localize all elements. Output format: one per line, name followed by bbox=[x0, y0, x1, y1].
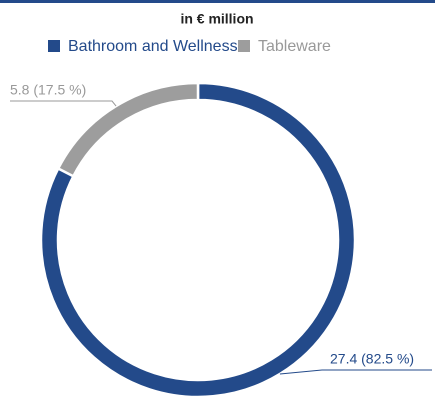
legend-label: Tableware bbox=[258, 38, 331, 55]
leader-line bbox=[10, 100, 117, 107]
top-border bbox=[0, 0, 435, 3]
data-label: 5.8 (17.5 %) bbox=[10, 82, 86, 98]
legend-swatch bbox=[48, 40, 60, 52]
chart-title: in € million bbox=[180, 11, 253, 27]
legend-label: Bathroom and Wellness bbox=[68, 38, 238, 55]
leader-line bbox=[279, 369, 432, 375]
legend-swatch bbox=[238, 40, 250, 52]
donut-segment bbox=[56, 81, 200, 178]
data-label: 27.4 (82.5 %) bbox=[330, 351, 414, 367]
